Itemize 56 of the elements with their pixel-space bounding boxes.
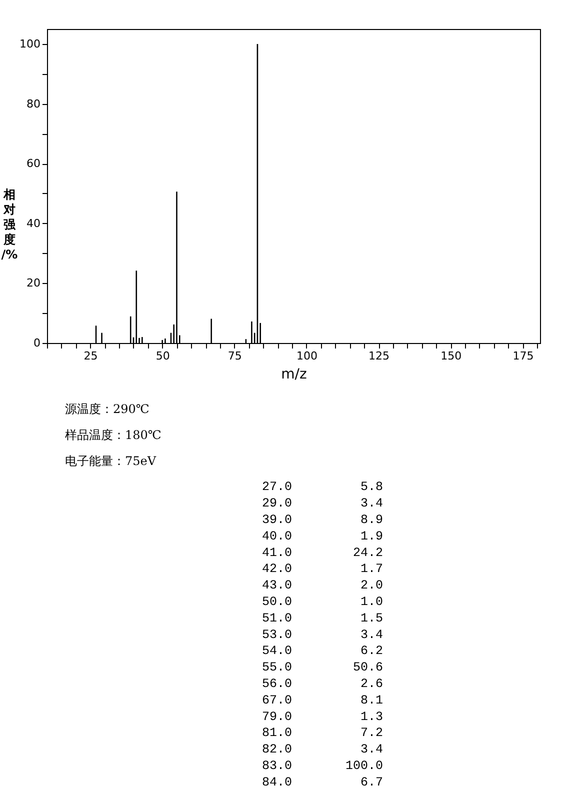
text: 100.0: [346, 758, 383, 773]
text: 43.0: [262, 578, 292, 593]
text: 24.2: [353, 546, 383, 560]
x-axis-title: m/z: [281, 366, 307, 382]
text: 82.0: [262, 742, 292, 757]
y-tick-label: 0: [34, 336, 40, 350]
x-tick-label: 175: [512, 350, 534, 362]
text: 67.0: [262, 693, 292, 708]
y-tick-label: 20: [26, 276, 40, 290]
text: 50.6: [353, 660, 383, 675]
text: 27.0: [262, 480, 292, 494]
text: 6.2: [360, 644, 383, 658]
text: 8.9: [360, 513, 383, 527]
x-tick-label: 100: [296, 350, 318, 362]
text: 5.8: [360, 480, 383, 494]
text: 6.7: [360, 775, 383, 790]
text: 1.9: [360, 529, 383, 544]
text: 39.0: [262, 513, 292, 527]
text: 55.0: [262, 660, 292, 675]
text: 1.3: [360, 710, 383, 724]
text: 29.0: [262, 496, 292, 511]
text: 1.0: [360, 594, 383, 609]
x-tick-label: 150: [440, 350, 462, 362]
text: 42.0: [262, 562, 292, 576]
text: 8.1: [360, 693, 383, 708]
x-tick-label: 25: [84, 350, 98, 362]
text: 40.0: [262, 529, 292, 544]
y-tick-label: 60: [26, 157, 40, 170]
x-tick-label: 75: [228, 350, 242, 362]
y-tick-label: 100: [20, 37, 40, 50]
text: 81.0: [262, 726, 292, 740]
text: 1.7: [360, 562, 383, 576]
text: 51.0: [262, 611, 292, 626]
text: 7.2: [360, 726, 383, 740]
text: 1.5: [360, 611, 383, 626]
text: 2.6: [360, 676, 383, 691]
text: 电子能量：75eV: [65, 454, 156, 468]
x-tick-label: 125: [368, 350, 390, 362]
text: 84.0: [262, 775, 292, 790]
text: 3.4: [360, 496, 383, 511]
text: 56.0: [262, 676, 292, 691]
text: 50.0: [262, 594, 292, 609]
text: 3.4: [360, 628, 383, 642]
text: 样品温度：180℃: [65, 428, 162, 442]
text: 53.0: [262, 628, 292, 642]
text: 源温度：290℃: [65, 402, 150, 416]
y-tick-label: 80: [26, 97, 40, 110]
y-tick-label: 40: [26, 216, 40, 230]
text: 2.0: [360, 578, 383, 593]
text: 79.0: [262, 710, 292, 724]
x-tick-label: 50: [156, 350, 170, 362]
text: 41.0: [262, 546, 292, 560]
y-axis-title: 相对强度/%: [1, 188, 18, 262]
text: 54.0: [262, 644, 292, 658]
text: 83.0: [262, 758, 292, 773]
text: 3.4: [360, 742, 383, 757]
